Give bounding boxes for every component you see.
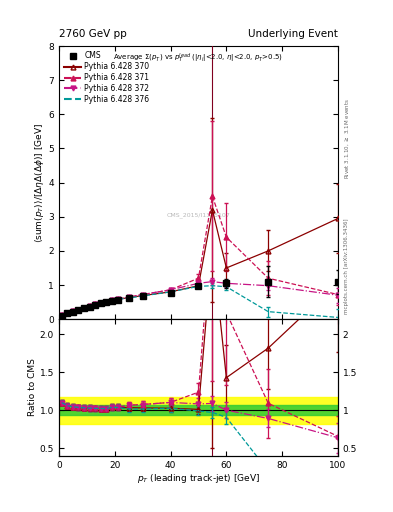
Y-axis label: $\langle$sum$(p_T)\rangle/[\Delta\eta\Delta(\Delta\phi)]$ [GeV]: $\langle$sum$(p_T)\rangle/[\Delta\eta\De… bbox=[33, 122, 46, 243]
Text: Rivet 3.1.10, $\geq$ 3.1M events: Rivet 3.1.10, $\geq$ 3.1M events bbox=[344, 98, 351, 179]
Y-axis label: Ratio to CMS: Ratio to CMS bbox=[28, 358, 37, 416]
Text: mcplots.cern.ch [arXiv:1306.3436]: mcplots.cern.ch [arXiv:1306.3436] bbox=[344, 219, 349, 314]
Text: Underlying Event: Underlying Event bbox=[248, 29, 338, 39]
Bar bbox=[59, 396, 338, 424]
Text: Average $\Sigma(p_T)$ vs $p_T^{lead}$ ($|\eta_l|$<2.0, $\eta|$<2.0, $p_T$>0.5): Average $\Sigma(p_T)$ vs $p_T^{lead}$ ($… bbox=[114, 52, 283, 65]
Legend: CMS, Pythia 6.428 370, Pythia 6.428 371, Pythia 6.428 372, Pythia 6.428 376: CMS, Pythia 6.428 370, Pythia 6.428 371,… bbox=[61, 48, 152, 107]
Text: 2760 GeV pp: 2760 GeV pp bbox=[59, 29, 127, 39]
X-axis label: $p_T$ (leading track-jet) [GeV]: $p_T$ (leading track-jet) [GeV] bbox=[137, 472, 260, 485]
Bar bbox=[59, 405, 338, 415]
Text: CMS_2015/I1385107: CMS_2015/I1385107 bbox=[167, 212, 230, 218]
